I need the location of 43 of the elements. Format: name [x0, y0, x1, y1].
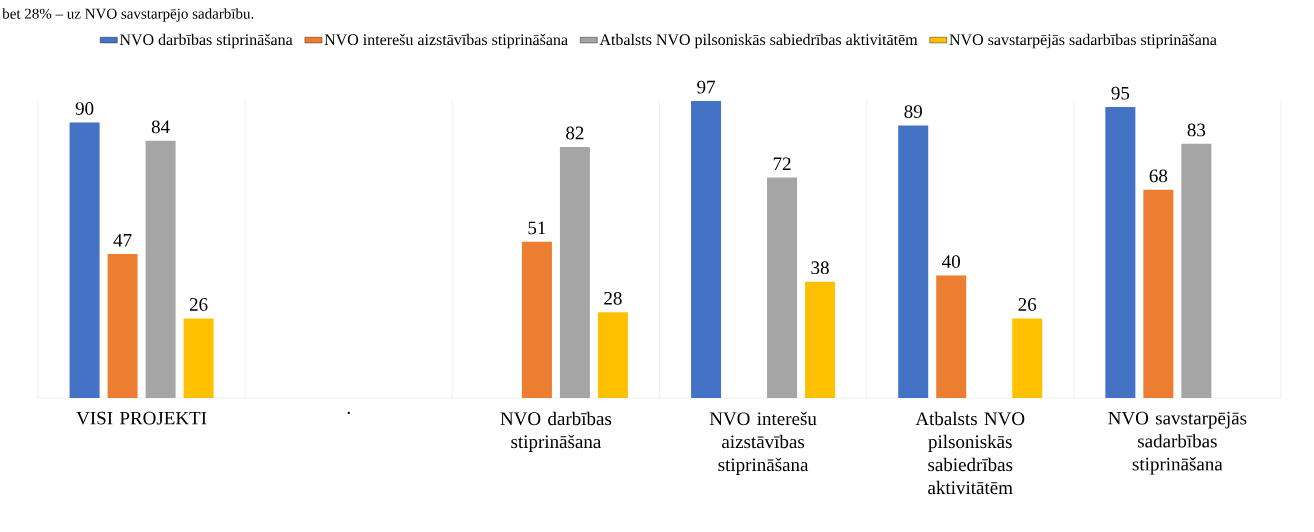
x-tick-label: NVO savstarpējās sadarbības stiprināšana [1108, 411, 1247, 475]
bar [1012, 318, 1043, 398]
bar [1143, 189, 1174, 398]
bar [1105, 107, 1136, 398]
data-label: 83 [1187, 123, 1206, 137]
x-tick-label: . [347, 411, 350, 414]
x-tick-label: VISI PROJEKTI [76, 411, 207, 425]
data-label: 82 [566, 126, 584, 140]
x-tick-label: NVO interešu aizstāvības stiprināšana [709, 411, 817, 476]
bar [691, 100, 722, 398]
x-tick-label: Atbalsts NVO pilsoniskās sabiedrības aktivitātēm [915, 411, 1025, 495]
data-label: 72 [773, 157, 791, 170]
data-label: 47 [113, 234, 132, 247]
legend-label: Atbalsts NVO pilsoniskās sabiedrības aktivitātēm [599, 33, 918, 49]
bar [559, 146, 590, 398]
data-label: 90 [75, 102, 94, 115]
bar [936, 275, 967, 398]
bar [69, 122, 100, 398]
data-label: 26 [189, 298, 208, 311]
data-label: 84 [151, 120, 170, 134]
bar [1181, 143, 1212, 398]
bar [521, 241, 552, 398]
data-label: 28 [604, 291, 622, 305]
bar [767, 177, 798, 398]
data-label: 68 [1149, 169, 1168, 183]
bar [597, 312, 628, 398]
bar [183, 318, 214, 398]
x-tick-label: NVO darbības stiprināšana [500, 411, 612, 452]
data-label: 26 [1018, 298, 1037, 311]
bar [898, 125, 929, 398]
bar [107, 254, 138, 398]
bar [805, 281, 836, 398]
data-label: 89 [904, 105, 922, 118]
legend-label: NVO darbības stiprināšana [119, 33, 293, 49]
legend-label: NVO savstarpējās sadarbības stiprināšana [949, 33, 1217, 49]
data-label: 95 [1111, 86, 1130, 100]
legend-label: NVO interešu aizstāvības stiprināšana [324, 33, 568, 49]
text: bet 28% – uz NVO savstarpējo sadarbību. [2, 8, 254, 22]
bar [145, 140, 176, 398]
data-label: 38 [811, 261, 829, 275]
data-label: 51 [528, 221, 546, 235]
data-label: 97 [697, 80, 716, 94]
data-label: 40 [942, 255, 960, 268]
